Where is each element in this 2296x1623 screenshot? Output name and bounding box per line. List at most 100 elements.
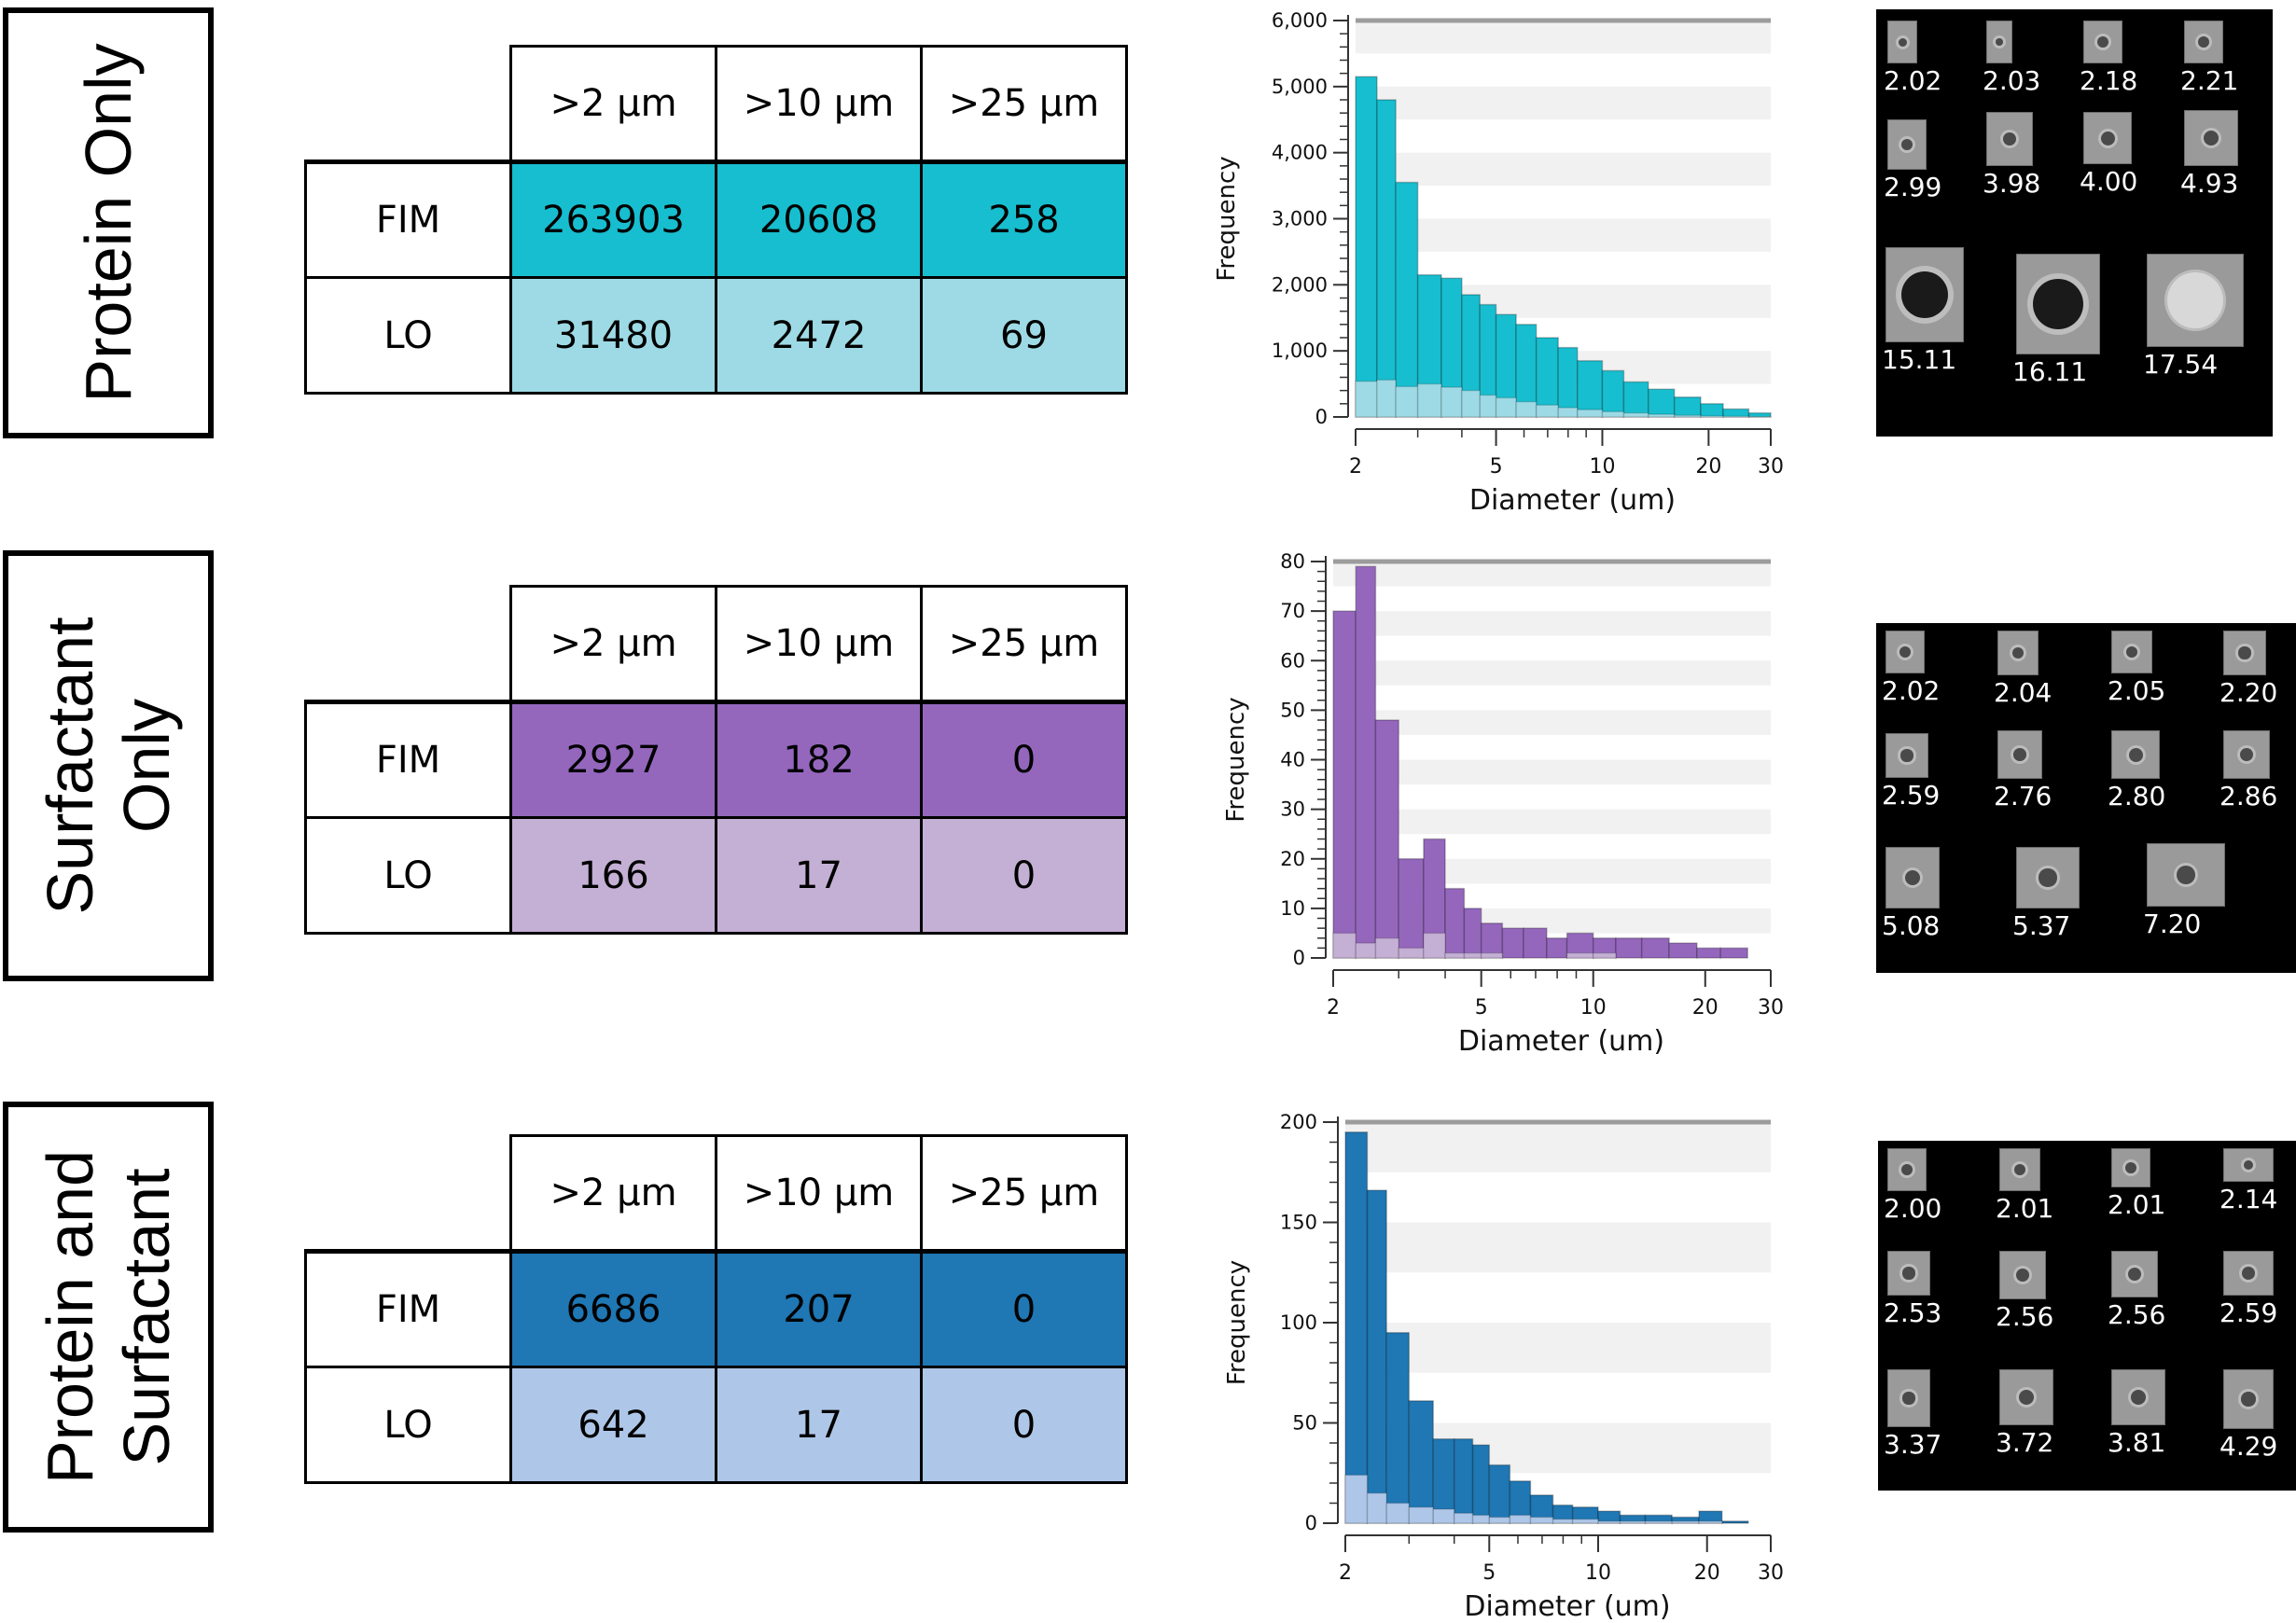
grid-band (1333, 660, 1771, 686)
particle-thumbnail (1887, 119, 1927, 170)
lo-bar (1619, 1520, 1647, 1524)
y-tick-label: 5,000 (1272, 76, 1328, 98)
grid-band (1345, 1122, 1771, 1172)
fim-cell: 263903 (509, 160, 717, 279)
particle-thumbnail (2111, 1148, 2150, 1187)
particle-image (1904, 869, 1921, 886)
lo-bar (1398, 947, 1425, 959)
condition-label-box: Surfactant Only (3, 550, 214, 981)
y-tick-label: 150 (1280, 1212, 1317, 1234)
particle-thumbnail (1999, 1369, 2053, 1425)
particle-thumbnail (1886, 733, 1928, 778)
y-tick-label: 1,000 (1272, 340, 1328, 362)
lo-bar (1423, 932, 1446, 959)
fim-bar (1523, 927, 1548, 959)
lo-bar (1408, 1506, 1434, 1524)
row-header-fim: FIM (304, 1249, 512, 1368)
col-header: >2 µm (509, 585, 717, 704)
particle-image (2015, 1268, 2030, 1283)
particle-size-label: 17.54 (2143, 349, 2219, 380)
grid-band (1356, 218, 1771, 252)
particle-image (1902, 1392, 1915, 1405)
particle-size-label: 2.18 (2080, 65, 2138, 96)
x-tick-label: 10 (1589, 455, 1615, 479)
particle-size-label: 2.99 (1884, 172, 1942, 202)
condition-label: Protein and Surfactant (32, 1150, 185, 1484)
lo-bar (1644, 1520, 1673, 1524)
x-tick-label: 5 (1482, 1561, 1496, 1585)
fim-bar (1546, 937, 1568, 959)
grid-band (1333, 710, 1771, 735)
row-protein-and-surfactant: Protein and Surfactant >2 µm >10 µm >25 … (0, 1082, 2296, 1623)
y-tick-label: 2,000 (1272, 273, 1328, 296)
counts-table: >2 µm >10 µm >25 µm FIM 2927 182 0 LO 16… (304, 585, 1128, 935)
lo-bar (1488, 1516, 1511, 1524)
particle-image (2241, 1392, 2256, 1407)
grid-band (1333, 809, 1771, 835)
particle-thumbnail (2223, 1369, 2274, 1429)
particle-image (2100, 131, 2115, 146)
lo-bar (1671, 1520, 1700, 1524)
lo-cell: 2472 (715, 276, 923, 395)
particle-thumbnail (1999, 1148, 2040, 1191)
fim-bar (1355, 76, 1378, 418)
fim-bar (1696, 947, 1722, 959)
particle-size-label: 16.11 (2012, 356, 2088, 387)
lo-bar (1515, 400, 1538, 418)
lo-bar (1463, 951, 1482, 959)
col-header: >10 µm (715, 1134, 923, 1254)
particle-image (1900, 749, 1913, 762)
particle-thumbnail (2223, 1251, 2274, 1296)
particle-image (2243, 1159, 2254, 1171)
fim-cell: 0 (920, 1249, 1128, 1368)
particle-thumbnail (1886, 247, 1964, 342)
x-axis-label: Diameter (um) (1469, 484, 1676, 517)
grid-band (1333, 562, 1771, 587)
particle-thumbnail (2147, 254, 2244, 347)
lo-bar (1444, 951, 1466, 959)
fim-bar (1601, 369, 1625, 418)
fim-bar (1444, 887, 1466, 959)
lo-bar (1509, 1514, 1532, 1524)
y-axis-label: Frequency (1213, 156, 1241, 281)
particle-size-label: 2.01 (1996, 1193, 2054, 1224)
particle-thumbnail (2016, 254, 2100, 354)
lo-bar (1374, 937, 1399, 959)
fim-cell: 182 (715, 700, 923, 819)
condition-label-line: Protein Only (72, 43, 145, 403)
particle-size-label: 2.02 (1882, 675, 1941, 706)
lo-cell: 0 (920, 816, 1128, 935)
fim-bar (1366, 1189, 1387, 1524)
particle-size-label: 2.86 (2219, 781, 2278, 812)
fim-bar (1453, 1437, 1474, 1524)
particle-image (2018, 1389, 2035, 1406)
x-tick-label: 30 (1758, 1561, 1784, 1585)
lo-bar (1552, 1518, 1574, 1524)
lo-bar (1495, 396, 1517, 418)
y-axis-label: Frequency (1222, 697, 1250, 822)
table-corner (306, 47, 511, 162)
fim-bar (1648, 388, 1676, 418)
particle-size-label: 2.04 (1994, 677, 2052, 708)
lo-bar (1648, 413, 1676, 418)
y-tick-label: 3,000 (1272, 208, 1328, 230)
particle-thumbnail (1986, 21, 2012, 63)
fim-bar (1398, 858, 1425, 959)
fim-bar (1488, 1463, 1511, 1524)
fim-bar (1471, 1444, 1491, 1524)
particle-size-label: 2.76 (1994, 781, 2052, 812)
y-tick-label: 60 (1280, 649, 1305, 672)
particle-size-label: 2.56 (2108, 1299, 2166, 1330)
particle-image (2203, 130, 2219, 146)
fim-bar (1721, 1520, 1749, 1524)
grid-band (1345, 1222, 1771, 1273)
particle-image (1900, 270, 1949, 319)
particle-thumbnail (2111, 730, 2160, 779)
y-tick-label: 50 (1292, 1412, 1317, 1435)
x-tick-label: 2 (1339, 1561, 1352, 1585)
particle-image (2097, 36, 2108, 48)
row-header-lo: LO (304, 816, 512, 935)
particle-size-label: 2.14 (2219, 1184, 2278, 1214)
histogram-svg: 0 10 20 30 40 50 60 70 80 2 5 10 20 30 Diameter (um) Fr… (1222, 550, 1784, 1058)
particle-image (2013, 748, 2026, 761)
